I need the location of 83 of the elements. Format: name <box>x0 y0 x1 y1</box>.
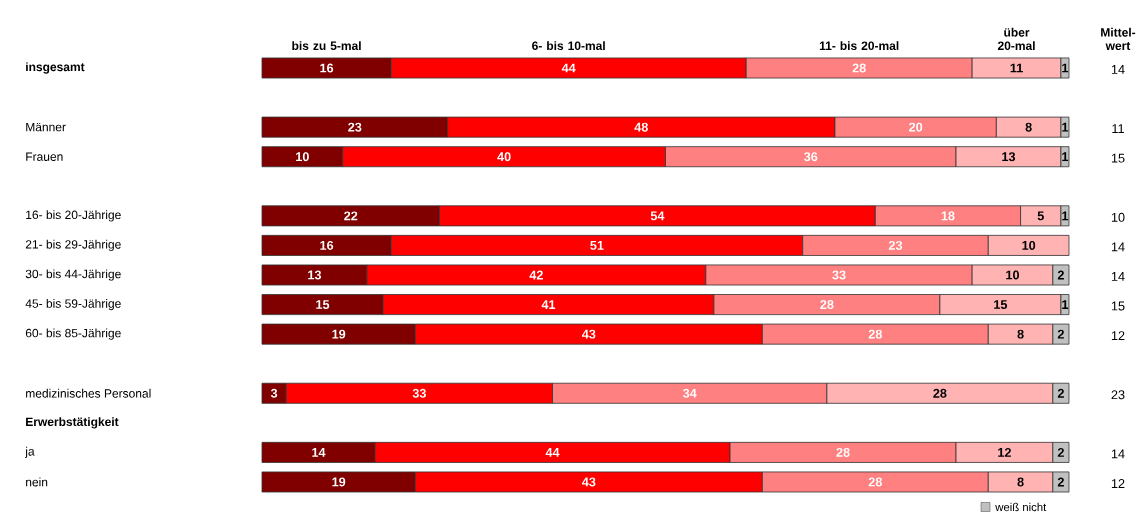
data-label: 43 <box>581 329 596 339</box>
series-label: bis zu 5-mal <box>292 41 361 50</box>
data-label: 28 <box>868 477 882 487</box>
data-label: 1 <box>1062 122 1069 132</box>
series-label: über 20-mal <box>997 27 1035 50</box>
data-label: 1 <box>1062 300 1069 309</box>
y-tick-label: insgesamt <box>26 62 85 74</box>
data-label: 8 <box>1017 477 1024 487</box>
text: Mittel- wert <box>1101 27 1136 50</box>
y-tick-label: Männer <box>26 122 66 132</box>
y-tick-label: 16- bis 20-Jährige <box>26 210 121 222</box>
y-tick-label: 21- bis 29-Jährige <box>25 239 121 252</box>
data-label: 8 <box>1017 329 1024 339</box>
text: 10 <box>1111 212 1125 222</box>
data-label: 8 <box>1025 122 1032 132</box>
text: 14 <box>1111 242 1125 252</box>
data-label: 34 <box>682 388 697 398</box>
data-label: 43 <box>581 477 596 487</box>
data-label: 19 <box>332 477 346 487</box>
data-label: 44 <box>561 63 576 73</box>
text: 12 <box>1111 331 1125 341</box>
data-label: 15 <box>316 300 330 309</box>
data-label: 16 <box>320 240 334 250</box>
data-label: 2 <box>1057 329 1064 339</box>
y-tick-label: Erwerbstätigkeit <box>26 417 119 429</box>
data-label: 10 <box>1022 240 1036 250</box>
data-label: 44 <box>545 448 560 457</box>
data-label: 40 <box>497 152 511 162</box>
data-label: 10 <box>1006 270 1020 280</box>
data-label: 18 <box>941 211 955 221</box>
y-tick-label: Frauen <box>26 152 63 161</box>
series-label: 6- bis 10-mal <box>532 41 605 50</box>
data-label: 54 <box>650 211 665 221</box>
data-label: 5 <box>1037 211 1044 221</box>
data-label: 19 <box>332 329 346 339</box>
data-label: 11 <box>1010 63 1023 73</box>
text: 15 <box>1111 301 1125 311</box>
y-tick-label: 60- bis 85-Jährige <box>25 328 121 340</box>
data-label: 28 <box>820 300 834 310</box>
data-label: 2 <box>1057 447 1064 457</box>
data-label: 1 <box>1062 63 1069 73</box>
y-tick-label: 30- bis 44-Jährige <box>25 269 121 281</box>
data-label: 22 <box>344 211 358 221</box>
data-label: 33 <box>412 388 426 398</box>
data-label: 28 <box>933 388 947 398</box>
data-label: 36 <box>804 152 818 162</box>
data-label: 2 <box>1057 270 1064 280</box>
legend-label: weiß nicht <box>995 502 1047 512</box>
data-label: 51 <box>590 240 604 250</box>
data-label: 41 <box>541 300 556 309</box>
text: 14 <box>1111 65 1125 74</box>
text: 23 <box>1111 390 1125 400</box>
data-label: 2 <box>1057 388 1064 398</box>
data-label: 13 <box>308 270 322 280</box>
text: 15 <box>1111 153 1125 163</box>
data-label: 3 <box>270 388 278 398</box>
data-label: 28 <box>868 329 882 339</box>
data-label: 28 <box>852 63 866 73</box>
data-label: 33 <box>832 270 846 280</box>
data-label: 10 <box>296 152 309 162</box>
data-label: 13 <box>1002 152 1016 162</box>
data-label: 14 <box>312 448 326 457</box>
data-label: 1 <box>1062 211 1069 221</box>
y-tick-label: nein <box>26 477 48 487</box>
data-label: 42 <box>529 270 543 280</box>
y-tick-label: 45- bis 59-Jährige <box>25 298 121 311</box>
data-label: 28 <box>836 447 850 457</box>
data-label: 12 <box>998 447 1011 457</box>
text: 12 <box>1111 479 1125 488</box>
data-label: 15 <box>994 300 1008 309</box>
y-tick-label: ja <box>24 446 35 458</box>
text: 14 <box>1111 449 1125 459</box>
data-label: 1 <box>1062 152 1069 162</box>
data-label: 2 <box>1057 477 1064 487</box>
data-label: 16 <box>320 63 334 73</box>
text: 14 <box>1111 272 1125 281</box>
series-label: 11- bis 20-mal <box>819 41 899 50</box>
data-label: 23 <box>348 122 362 132</box>
data-label: 23 <box>888 240 903 250</box>
y-tick-label: medizinisches Personal <box>26 388 151 398</box>
data-label: 20 <box>909 122 923 132</box>
text: 11 <box>1112 124 1124 133</box>
data-label: 48 <box>634 122 648 132</box>
